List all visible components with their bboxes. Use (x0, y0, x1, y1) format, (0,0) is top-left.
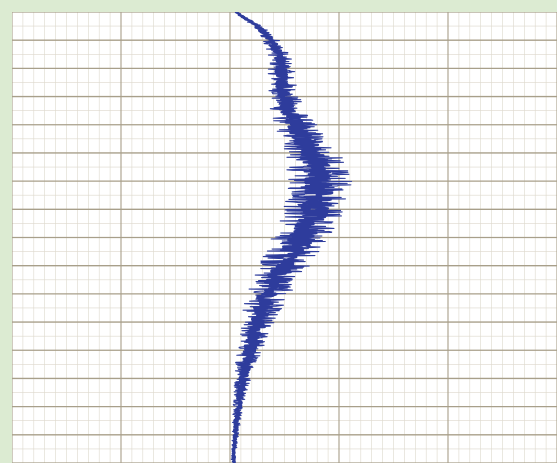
strip-chart (12, 12, 557, 463)
major-gridlines (12, 12, 557, 463)
trace-layer (230, 12, 353, 463)
data-trace-core (231, 12, 334, 463)
chart-panel (12, 12, 557, 463)
